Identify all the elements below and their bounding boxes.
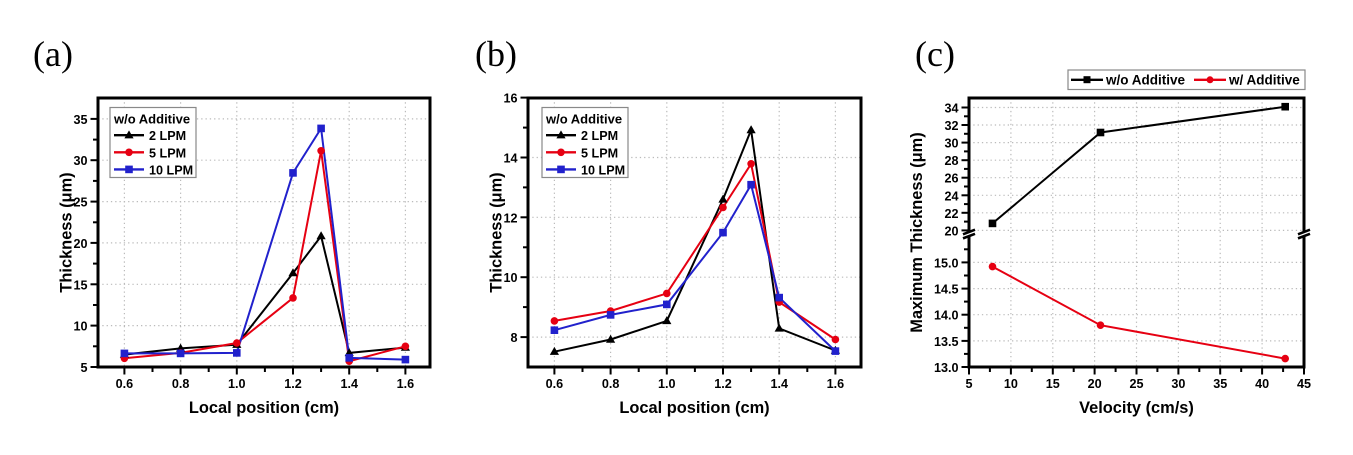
svg-text:5: 5 — [965, 377, 972, 391]
svg-text:32: 32 — [944, 119, 958, 133]
svg-text:34: 34 — [944, 102, 958, 116]
svg-text:22: 22 — [944, 207, 958, 221]
svg-text:15.0: 15.0 — [934, 256, 959, 270]
svg-text:16: 16 — [503, 92, 517, 106]
svg-text:(b): (b) — [475, 34, 517, 74]
svg-text:Local position (cm): Local position (cm) — [619, 399, 769, 417]
svg-text:30: 30 — [1171, 377, 1185, 391]
svg-text:15: 15 — [1046, 377, 1060, 391]
svg-text:35: 35 — [73, 113, 87, 127]
svg-text:2 LPM: 2 LPM — [581, 129, 618, 143]
svg-text:12: 12 — [503, 211, 517, 225]
svg-text:25: 25 — [73, 196, 87, 210]
svg-text:1.6: 1.6 — [827, 377, 845, 391]
svg-text:8: 8 — [510, 331, 517, 345]
svg-text:1.0: 1.0 — [658, 377, 676, 391]
svg-text:0.6: 0.6 — [546, 377, 564, 391]
svg-text:13.5: 13.5 — [934, 335, 959, 349]
svg-text:w/o Additive: w/o Additive — [1105, 73, 1185, 88]
svg-text:(a): (a) — [33, 34, 73, 74]
svg-text:w/o Additive: w/o Additive — [545, 112, 622, 127]
svg-text:0.8: 0.8 — [602, 377, 620, 391]
svg-text:1.2: 1.2 — [714, 377, 732, 391]
svg-text:(c): (c) — [915, 34, 955, 74]
svg-text:40: 40 — [1255, 377, 1269, 391]
svg-text:w/ Additive: w/ Additive — [1228, 73, 1300, 88]
svg-text:14.0: 14.0 — [934, 309, 959, 323]
svg-text:0.8: 0.8 — [172, 377, 190, 391]
svg-text:Thickness (μm): Thickness (μm) — [58, 172, 76, 292]
svg-text:1.0: 1.0 — [228, 377, 246, 391]
svg-text:2 LPM: 2 LPM — [149, 129, 186, 143]
svg-text:Maximum Thickness (μm): Maximum Thickness (μm) — [908, 132, 926, 332]
svg-text:Velocity (cm/s): Velocity (cm/s) — [1079, 399, 1194, 417]
svg-text:15: 15 — [73, 278, 87, 292]
svg-text:1.2: 1.2 — [284, 377, 302, 391]
svg-text:10: 10 — [503, 271, 517, 285]
svg-text:20: 20 — [944, 224, 958, 238]
svg-text:13.0: 13.0 — [934, 361, 959, 375]
svg-text:10: 10 — [73, 320, 87, 334]
svg-text:20: 20 — [73, 237, 87, 251]
svg-text:20: 20 — [1088, 377, 1102, 391]
svg-text:30: 30 — [73, 154, 87, 168]
svg-text:24: 24 — [944, 189, 958, 203]
svg-text:1.4: 1.4 — [770, 377, 788, 391]
svg-text:w/o Additive: w/o Additive — [113, 112, 190, 127]
svg-text:Local position (cm): Local position (cm) — [189, 399, 339, 417]
svg-text:5: 5 — [80, 361, 87, 375]
svg-text:45: 45 — [1297, 377, 1311, 391]
svg-text:Thickness (μm): Thickness (μm) — [488, 172, 506, 292]
svg-text:35: 35 — [1213, 377, 1227, 391]
svg-text:1.4: 1.4 — [340, 377, 358, 391]
svg-text:14.5: 14.5 — [934, 283, 959, 297]
svg-text:25: 25 — [1129, 377, 1143, 391]
svg-text:26: 26 — [944, 172, 958, 186]
svg-text:10 LPM: 10 LPM — [581, 163, 625, 177]
svg-text:5 LPM: 5 LPM — [581, 146, 618, 160]
svg-text:1.6: 1.6 — [397, 377, 415, 391]
svg-text:5 LPM: 5 LPM — [149, 146, 186, 160]
svg-text:30: 30 — [944, 137, 958, 151]
svg-text:10: 10 — [1004, 377, 1018, 391]
svg-text:0.6: 0.6 — [116, 377, 134, 391]
svg-text:10 LPM: 10 LPM — [149, 163, 193, 177]
svg-text:28: 28 — [944, 154, 958, 168]
svg-text:14: 14 — [503, 152, 517, 166]
